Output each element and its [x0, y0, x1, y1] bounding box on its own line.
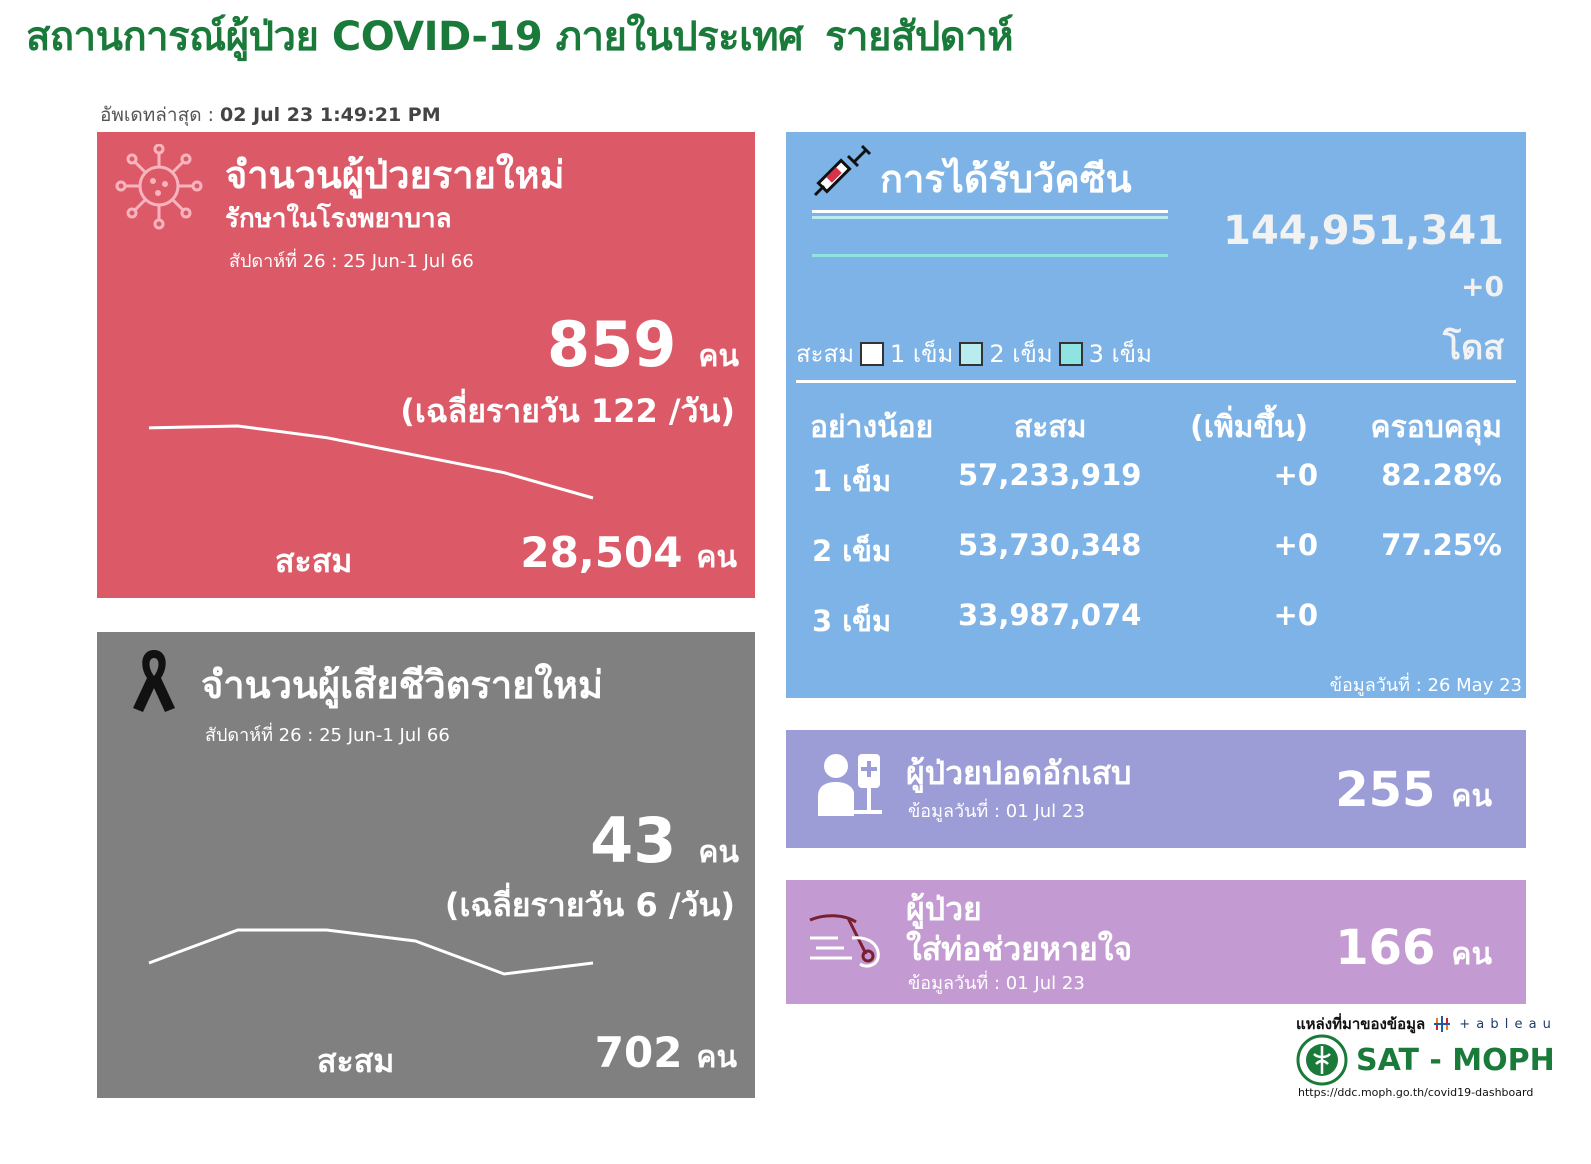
org-name: SAT - MOPH: [1356, 1042, 1555, 1078]
dose-label: 3 เข็ม: [812, 604, 892, 638]
legend-swatch-dose1: [860, 341, 885, 366]
vaccine-col-inc: (เพิ่มขึ้น): [1190, 410, 1309, 445]
new-cases-heading: จำนวนผู้ป่วยรายใหม่: [225, 153, 565, 197]
dose-inc: +0: [1273, 528, 1318, 562]
vaccine-bar-dose3: [812, 254, 1168, 257]
deaths-cum: 702 คน: [595, 1028, 737, 1081]
pneumonia-unit: คน: [1451, 779, 1492, 814]
page-title-main: สถานการณ์ผู้ป่วย COVID-19 ภายในประเทศ: [26, 14, 804, 60]
pneumonia-heading: ผู้ป่วยปอดอักเสบ: [906, 754, 1132, 792]
pneumonia-count: 255 คน: [1335, 762, 1492, 820]
last-updated: อัพเดทล่าสุด : 02 Jul 23 1:49:21 PM: [100, 100, 441, 130]
moph-seal-icon: [1296, 1034, 1348, 1086]
vaccine-col-dose: อย่างน้อย: [810, 410, 934, 445]
page-title: สถานการณ์ผู้ป่วย COVID-19 ภายในประเทศ ราย…: [26, 4, 1014, 68]
legend-label-dose1: 1 เข็ม: [890, 340, 954, 368]
new-cases-subheading: รักษาในโรงพยาบาล: [225, 204, 452, 234]
dose-label: 1 เข็ม: [812, 464, 892, 498]
deaths-count: 43 คน: [590, 804, 739, 877]
dose-cum: 53,730,348: [958, 528, 1142, 562]
ventilator-as-of: ข้อมูลวันที่ : 01 Jul 23: [908, 973, 1085, 994]
page-title-week: รายสัปดาห์: [825, 14, 1014, 60]
pneumonia-panel[interactable]: ผู้ป่วยปอดอักเสบ ข้อมูลวันที่ : 01 Jul 2…: [786, 730, 1526, 848]
new-cases-panel[interactable]: จำนวนผู้ป่วยรายใหม่ รักษาในโรงพยาบาล สัป…: [97, 132, 755, 598]
deaths-unit: คน: [698, 835, 739, 870]
vaccine-divider: [796, 380, 1516, 383]
new-cases-cum-label: สะสม: [275, 542, 353, 580]
new-cases-cum-unit: คน: [696, 540, 737, 575]
deaths-trend-line: [148, 928, 594, 976]
deaths-cum-value: 702: [594, 1028, 683, 1077]
vaccine-legend: สะสม 1 เข็ม 2 เข็ม 3 เข็ม: [796, 334, 1152, 373]
deaths-cum-label: สะสม: [317, 1042, 395, 1080]
pneumonia-as-of: ข้อมูลวันที่ : 01 Jul 23: [908, 801, 1085, 822]
patient-iv-icon: [818, 754, 882, 816]
legend-label-dose2: 2 เข็ม: [989, 340, 1053, 368]
new-cases-count: 859 คน: [547, 308, 739, 381]
legend-swatch-dose2: [959, 341, 984, 366]
vaccine-heading: การได้รับวัคซีน: [880, 157, 1132, 201]
deaths-panel[interactable]: จำนวนผู้เสียชีวิตรายใหม่ สัปดาห์ที่ 26 :…: [97, 632, 755, 1098]
ventilator-unit: คน: [1451, 937, 1492, 972]
deaths-avg: (เฉลี่ยรายวัน 6 /วัน): [444, 886, 735, 924]
legend-label-dose3: 3 เข็ม: [1088, 340, 1152, 368]
tableau-logo-icon: [1434, 1016, 1451, 1032]
vaccine-as-of: ข้อมูลวันที่ : 26 May 23: [1329, 675, 1522, 696]
ventilator-heading-line2: ใส่ท่อช่วยหายใจ: [906, 930, 1133, 968]
pneumonia-value: 255: [1335, 762, 1436, 818]
dose-label: 2 เข็ม: [812, 534, 892, 568]
deaths-week: สัปดาห์ที่ 26 : 25 Jun-1 Jul 66: [205, 725, 450, 746]
deaths-cum-unit: คน: [696, 1040, 737, 1075]
vaccine-increase: +0: [1461, 270, 1504, 303]
vaccine-bar-dose2: [812, 216, 1168, 219]
new-cases-unit: คน: [698, 339, 739, 374]
data-source-label: แหล่งที่มาของข้อมูล: [1296, 1015, 1426, 1033]
dose-cum: 33,987,074: [958, 598, 1142, 632]
new-cases-value: 859: [547, 308, 677, 381]
dose-cum: 57,233,919: [958, 458, 1142, 492]
org-branding: SAT - MOPH: [1296, 1034, 1555, 1086]
dose-inc: +0: [1273, 458, 1318, 492]
legend-swatch-dose3: [1058, 341, 1083, 366]
data-source: แหล่งที่มาของข้อมูล + a b l e a u: [1296, 1012, 1552, 1036]
source-url[interactable]: https://ddc.moph.go.th/covid19-dashboard: [1298, 1086, 1534, 1099]
new-cases-cum-value: 28,504: [520, 528, 683, 577]
ventilator-panel[interactable]: ผู้ป่วย ใส่ท่อช่วยหายใจ ข้อมูลวันที่ : 0…: [786, 880, 1526, 1004]
dose-cover: 82.28%: [1381, 458, 1502, 492]
dose-cover: 77.25%: [1381, 528, 1502, 562]
syringe-icon: [813, 144, 872, 197]
ventilator-icon: [809, 914, 880, 968]
vaccine-panel[interactable]: การได้รับวัคซีน 144,951,341 +0 โดส สะสม …: [786, 132, 1526, 698]
new-cases-trend-line: [148, 424, 594, 500]
black-ribbon-icon: [133, 650, 175, 712]
last-updated-label: อัพเดทล่าสุด :: [100, 104, 214, 126]
dose-inc: +0: [1273, 598, 1318, 632]
new-cases-week: สัปดาห์ที่ 26 : 25 Jun-1 Jul 66: [229, 251, 474, 272]
vaccine-bar-dose1: [812, 210, 1168, 213]
vaccine-unit: โดส: [1442, 328, 1504, 368]
ventilator-heading-line1: ผู้ป่วย: [906, 890, 982, 928]
deaths-heading: จำนวนผู้เสียชีวิตรายใหม่: [201, 663, 604, 707]
last-updated-value: 02 Jul 23 1:49:21 PM: [220, 104, 441, 126]
new-cases-cum: 28,504 คน: [520, 528, 737, 581]
deaths-value: 43: [590, 804, 677, 877]
vaccine-col-cum: สะสม: [1014, 410, 1087, 445]
vaccine-total: 144,951,341: [1223, 208, 1504, 254]
ventilator-count: 166 คน: [1335, 920, 1492, 978]
virus-icon: [115, 144, 203, 230]
ventilator-value: 166: [1335, 920, 1436, 976]
vaccine-legend-label: สะสม: [796, 340, 855, 368]
new-cases-avg: (เฉลี่ยรายวัน 122 /วัน): [400, 392, 735, 430]
tableau-wordmark: + a b l e a u: [1459, 1016, 1552, 1032]
vaccine-col-cover: ครอบคลุม: [1370, 410, 1502, 445]
